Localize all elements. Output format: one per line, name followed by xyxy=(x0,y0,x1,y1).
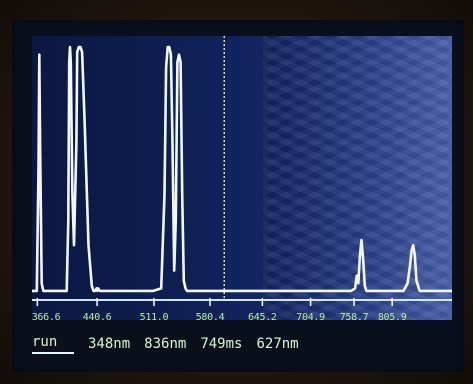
tick-label: 511.0 xyxy=(139,312,169,323)
tick-label: 704.9 xyxy=(296,312,325,323)
tick-label: 805.9 xyxy=(377,312,407,323)
peak-wavelength-1: 348nm xyxy=(88,336,131,352)
status-bar: run 348nm 836nm 749ms 627nm xyxy=(32,332,452,356)
cursor-wavelength: 627nm xyxy=(256,336,299,352)
x-axis-labels: 366.6 440.6 511.0 580.4 645.2 704.9 758.… xyxy=(32,312,452,326)
mode-indicator[interactable]: run xyxy=(32,334,74,354)
spectrum-plot xyxy=(32,36,452,306)
tick-marks xyxy=(36,298,393,306)
plot-area xyxy=(32,36,452,320)
tick-label: 440.6 xyxy=(82,312,112,323)
spectrometer-screen: 366.6 440.6 511.0 580.4 645.2 704.9 758.… xyxy=(12,20,464,372)
tick-label: 645.2 xyxy=(248,312,277,323)
exposure-time: 749ms xyxy=(200,336,243,352)
tick-label: 366.6 xyxy=(31,312,61,323)
tick-label: 580.4 xyxy=(195,312,225,323)
spectrum-line xyxy=(32,45,452,293)
tick-label: 758.7 xyxy=(339,312,369,323)
peak-wavelength-2: 836nm xyxy=(144,336,187,352)
